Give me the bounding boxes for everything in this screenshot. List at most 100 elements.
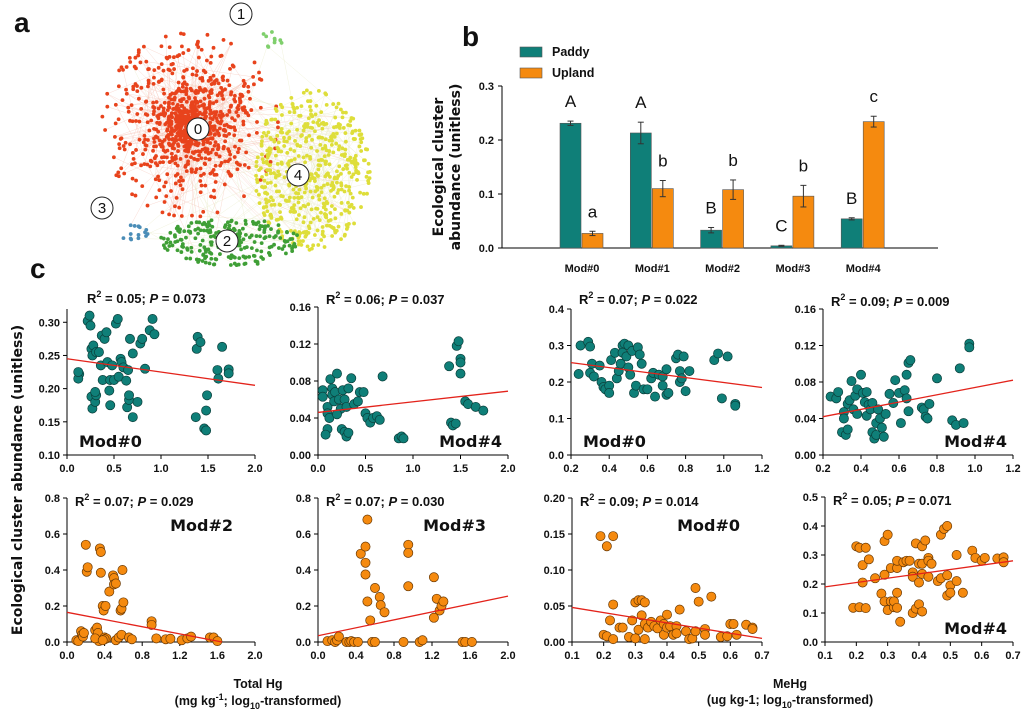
network-node [133,82,138,86]
data-point [125,333,135,344]
network-node [159,77,164,82]
network-node [199,47,204,52]
network-node [196,149,201,154]
network-node [279,216,284,221]
stat-part: P [389,292,398,307]
data-point [352,637,363,647]
network-node [192,108,197,113]
legend-label-paddy: Paddy [552,45,590,59]
data-point [650,391,660,402]
network-node [197,85,202,90]
network-node [257,201,262,206]
y-tick-label: 0.4 [45,565,61,577]
network-node [311,243,316,248]
data-point [657,380,668,391]
network-node [181,75,186,79]
network-node [130,192,134,197]
network-node [345,157,350,162]
network-node [222,133,227,138]
bar-y-tick-label: 0.1 [479,189,494,201]
network-node [268,147,273,151]
data-point [617,622,628,633]
network-edge [280,40,294,108]
network-node [313,112,318,117]
network-edge [241,94,285,138]
network-node [257,70,261,75]
network-node [176,118,181,123]
network-node [207,223,212,228]
network-node [210,170,215,174]
network-node [139,106,144,111]
network-edge [218,83,247,224]
network-node [222,182,227,187]
network-node [270,117,275,122]
network-node [203,260,208,265]
network-node [215,119,220,123]
network-node [177,125,181,130]
network-node [255,120,259,124]
network-node [294,217,299,222]
network-node [292,242,297,246]
network-node [156,65,161,70]
stat-part: 2 [840,292,845,302]
network-node [122,171,127,176]
network-node [339,181,344,186]
data-point [90,387,101,397]
network-node [310,195,315,200]
x-tick-label: 1.5 [200,463,215,475]
network-node [290,102,295,106]
x-tick-label: 2.0 [500,650,515,662]
network-node [184,149,189,153]
y-tick-label: 0.30 [39,317,60,329]
network-node [173,91,177,96]
network-node [137,137,142,142]
network-node [219,90,224,95]
stat-part: 0.05 [862,493,887,508]
network-node [287,110,292,115]
network-node [340,115,345,120]
x-tick-label: 0.6 [640,463,655,475]
network-node [184,169,189,174]
y-tick-label: 0.15 [544,529,565,541]
data-point [403,581,414,592]
network-node [320,135,325,140]
network-node [211,45,216,50]
network-node [273,153,278,158]
x-axis-title-mehg: MeHg [773,677,807,691]
data-point [892,587,903,598]
network-node [133,193,138,198]
network-edge [174,164,206,207]
module-label: Mod#0 [677,516,740,535]
stat-part: 0.037 [412,292,445,307]
network-node [273,183,278,188]
data-point [478,405,489,416]
network-node [188,229,193,234]
x-tick-label: 0.2 [596,650,611,662]
network-node [320,146,325,151]
network-node [159,104,163,108]
network-node [314,103,319,108]
data-point [690,626,701,637]
network-node [154,100,159,104]
module-label: Mod#3 [423,516,486,535]
x-tick-label: 0.6 [974,650,989,662]
network-node [258,234,262,239]
network-node [249,108,254,112]
data-point [82,562,93,573]
network-edge [144,118,159,165]
data-point [903,406,914,417]
network-node [345,163,349,168]
network-node [297,213,301,217]
network-node [363,147,368,152]
network-node [262,213,267,218]
network-edge [314,185,334,236]
network-node [258,105,263,110]
network-node [159,44,164,49]
regression-line [66,611,223,643]
network-node [180,129,185,134]
network-node [213,140,218,145]
network-node [233,128,237,133]
network-node [274,217,279,222]
stat-part: ; [888,493,896,508]
